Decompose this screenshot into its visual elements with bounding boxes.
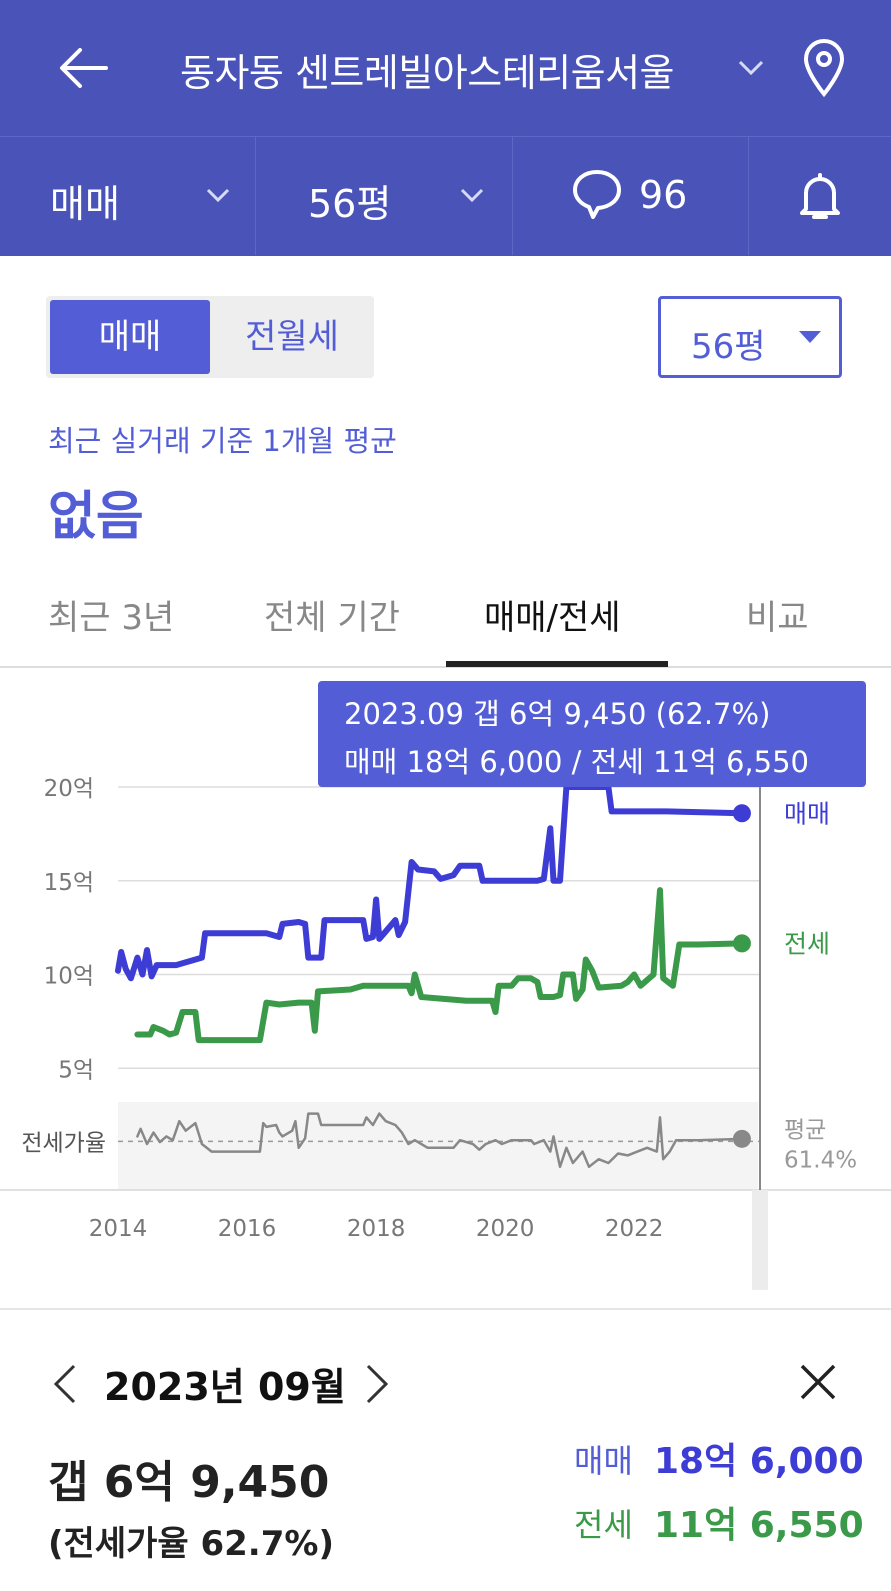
tab-all-period[interactable]: 전체 기간 — [264, 598, 400, 638]
comment-count: 96 — [639, 173, 688, 217]
size-label: 56평 — [308, 182, 392, 226]
sale-end-marker — [732, 804, 751, 823]
segment-sale[interactable]: 매매 — [50, 300, 210, 374]
chevron-down-icon — [206, 188, 230, 203]
summary-caption: 최근 실거래 기준 1개월 평균 — [48, 424, 397, 458]
chart-tooltip: 2023.09 갭 6억 9,450 (62.7%) 매매 18억 6,000 … — [318, 681, 866, 787]
size-select[interactable]: 56평 — [658, 296, 842, 378]
ratio-row-label: 전세가율 — [21, 1130, 106, 1156]
caret-down-icon — [799, 331, 821, 343]
notification-button[interactable] — [749, 137, 891, 255]
tab-sale-jeonse[interactable]: 매매/전세 — [484, 598, 621, 638]
summary-value: 없음 — [48, 487, 144, 547]
comments-button[interactable]: 96 — [513, 137, 749, 255]
y-tick-label: 20억 — [44, 776, 94, 802]
tab-compare[interactable]: 비교 — [746, 598, 809, 638]
deal-type-segment: 매매 전월세 — [46, 296, 374, 378]
period-tabs: 최근 3년 전체 기간 매매/전세 비교 — [0, 560, 891, 668]
detail-jeonse-label: 전세 — [574, 1506, 633, 1544]
tooltip-prices: 매매 18억 6,000 / 전세 11억 6,550 — [344, 745, 810, 779]
y-tick-label: 5억 — [58, 1057, 94, 1083]
jeonse-end-marker — [732, 934, 751, 953]
ratio-band — [118, 1102, 758, 1190]
complex-title[interactable]: 동자동 센트레빌아스테리움서울 — [180, 51, 675, 95]
jeonse-series-label: 전세 — [784, 929, 830, 958]
chat-bubble-icon — [573, 170, 621, 219]
chevron-left-icon[interactable] — [52, 1362, 78, 1406]
detail-panel: 2023년 09월 갭 6억 9,450 (전세가율 62.7%) 매매 18억… — [0, 1308, 891, 1591]
scrub-handle[interactable] — [752, 1190, 768, 1290]
size-dropdown[interactable]: 56평 — [256, 137, 513, 255]
filter-bar: 매매 56평 96 — [0, 136, 891, 256]
detail-sale-value: 18억 6,000 — [654, 1441, 864, 1482]
size-select-value: 56평 — [691, 327, 766, 367]
jeonse-ratio-line — [136, 1112, 744, 1169]
x-tick-label: 2022 — [605, 1216, 664, 1242]
chevron-down-icon[interactable] — [736, 52, 766, 82]
segment-rent[interactable]: 전월세 — [245, 317, 339, 357]
app-header: 동자동 센트레빌아스테리움서울 — [0, 0, 891, 136]
detail-gap: 갭 6억 9,450 — [48, 1457, 330, 1508]
x-tick-label: 2016 — [218, 1216, 277, 1242]
ratio-average-label: 평균 — [784, 1117, 826, 1143]
tooltip-gap: 2023.09 갭 6억 9,450 (62.7%) — [344, 697, 771, 731]
detail-date: 2023년 09월 — [104, 1365, 346, 1409]
back-arrow-icon[interactable] — [56, 40, 112, 96]
close-icon[interactable] — [798, 1362, 838, 1402]
jeonse-price-line — [134, 887, 745, 1044]
tab-recent-3y[interactable]: 최근 3년 — [48, 598, 175, 638]
sale-series-label: 매매 — [784, 799, 830, 828]
bell-icon — [800, 173, 840, 219]
y-tick-label: 10억 — [44, 964, 94, 990]
x-tick-label: 2014 — [89, 1216, 148, 1242]
ratio-average-value: 61.4% — [784, 1147, 857, 1173]
y-tick-label: 15억 — [44, 870, 94, 896]
deal-type-dropdown[interactable]: 매매 — [0, 137, 256, 255]
detail-jeonse-value: 11억 6,550 — [654, 1505, 864, 1546]
chevron-right-icon[interactable] — [364, 1362, 390, 1406]
active-tab-indicator — [446, 661, 668, 667]
x-tick-label: 2020 — [476, 1216, 535, 1242]
ratio-end-marker — [732, 1129, 751, 1148]
location-pin-icon[interactable] — [802, 38, 846, 98]
chevron-down-icon — [460, 188, 484, 203]
deal-type-label: 매매 — [50, 182, 120, 226]
sale-price-line — [115, 784, 745, 982]
detail-ratio: (전세가율 62.7%) — [48, 1524, 334, 1564]
x-tick-label: 2018 — [347, 1216, 406, 1242]
detail-sale-label: 매매 — [574, 1442, 633, 1480]
